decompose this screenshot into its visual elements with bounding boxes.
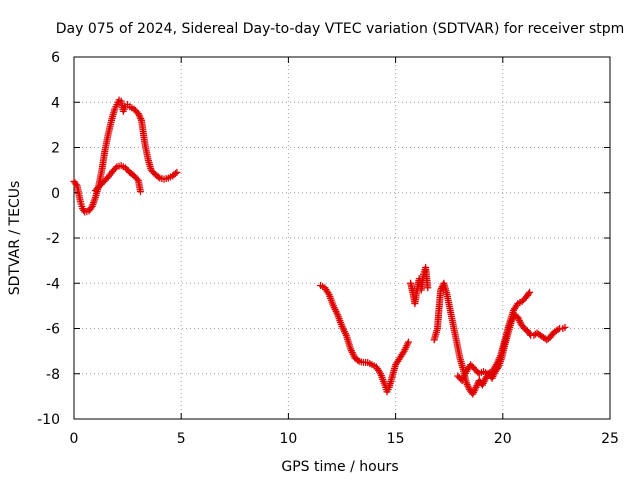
data-point	[525, 290, 533, 298]
data-point	[136, 188, 144, 196]
data-point	[171, 170, 179, 178]
data-series	[70, 96, 181, 216]
y-tick-labels: -10 -8 -6 -4 -2 0 2 4 6	[37, 50, 60, 428]
y-tick-label: -10	[37, 412, 60, 428]
x-axis-label: GPS time / hours	[281, 459, 398, 475]
y-axis-label: SDTVAR / TECUs	[7, 181, 23, 296]
x-tick-label: 15	[387, 431, 405, 447]
data-point	[424, 284, 432, 292]
x-tick-labels: 0 5 10 15 20 25	[70, 431, 619, 447]
data-point	[561, 323, 569, 331]
data-series	[407, 263, 432, 308]
x-tick-label: 25	[601, 431, 619, 447]
data-point	[526, 330, 534, 338]
chart-title: Day 075 of 2024, Sidereal Day-to-day VTE…	[56, 21, 625, 37]
y-tick-label: 4	[51, 95, 60, 111]
x-tick-label: 10	[279, 431, 297, 447]
y-tick-label: -6	[46, 322, 60, 338]
data-point	[554, 326, 562, 334]
data-series	[454, 288, 534, 385]
data-point	[404, 338, 412, 346]
data-point	[526, 288, 534, 296]
y-tick-label: 2	[51, 141, 60, 157]
y-tick-label: -8	[46, 367, 60, 383]
y-tick-label: 6	[51, 50, 60, 66]
data-point	[72, 180, 80, 188]
data-point	[154, 173, 162, 181]
data-series	[430, 279, 569, 398]
data-series	[91, 162, 144, 196]
data-point	[354, 356, 362, 364]
data-series	[317, 282, 412, 396]
x-tick-label: 5	[177, 431, 186, 447]
x-tick-label: 0	[70, 431, 79, 447]
y-tick-label: 0	[51, 186, 60, 202]
grid-lines	[74, 57, 610, 419]
y-tick-label: -2	[46, 231, 60, 247]
data-point	[111, 164, 119, 172]
y-tick-label: -4	[46, 276, 60, 292]
data-point	[173, 168, 181, 176]
data-points	[70, 96, 569, 398]
tick-marks	[73, 56, 611, 420]
x-tick-label: 20	[494, 431, 512, 447]
